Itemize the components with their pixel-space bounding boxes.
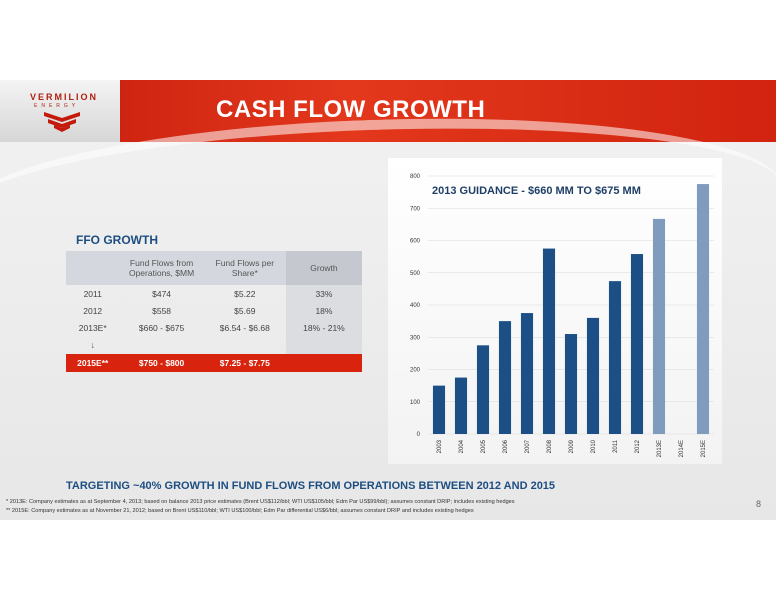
logo-chevron-icon	[44, 112, 80, 132]
table-cell: $660 - $675	[138, 322, 185, 333]
y-tick-label: 300	[410, 335, 421, 341]
table-cell	[119, 336, 203, 354]
table-header	[66, 251, 120, 285]
table-cell: 2013E*	[78, 322, 107, 333]
y-tick-label: 200	[410, 368, 421, 374]
x-tick-label: 2003	[437, 439, 443, 453]
bar-2013E	[652, 218, 666, 434]
table-cell: 33%	[285, 285, 362, 302]
table-cell	[285, 354, 362, 372]
footnote: ** 2015E: Company estimates as at Novemb…	[6, 508, 474, 514]
x-tick-label: 2005	[481, 439, 487, 453]
bar-2015E	[696, 184, 710, 434]
table-cell: $5.22	[234, 288, 256, 299]
x-tick-label: 2006	[503, 439, 509, 453]
y-tick-label: 800	[410, 174, 421, 180]
x-tick-label: 2004	[459, 439, 465, 453]
logo-name: VERMILION	[30, 92, 99, 102]
x-tick-label: 2014E	[679, 440, 685, 457]
table-row: ↓	[66, 336, 362, 354]
table-cell: $750 - $800	[119, 354, 204, 372]
table-cell: 2012	[83, 305, 103, 316]
chart-panel: 0 100 200 300 400 500 600 700 800 2003 2004 2005 20…	[388, 158, 722, 464]
title-banner	[0, 80, 776, 142]
x-tick-label: 2008	[547, 439, 553, 453]
table-cell: 18%	[285, 302, 362, 319]
table-cell	[204, 336, 286, 354]
slide: VERMILION ENERGY CASH FLOW GROWTH FFO GR…	[0, 80, 776, 520]
bars	[432, 184, 710, 434]
table-cell	[285, 336, 362, 354]
y-tick-label: 100	[410, 400, 421, 406]
table-cell: 2011	[83, 288, 102, 299]
x-tick-label: 2009	[569, 439, 575, 453]
x-tick-label: 2015E	[701, 440, 707, 457]
y-axis-ticks: 0 100 200 300 400 500 600 700 800	[410, 174, 421, 438]
y-tick-label: 400	[410, 303, 421, 309]
table-header-row: Fund Flows from Operations, $MM Fund Flo…	[66, 251, 362, 285]
table-row-highlight: 2015E** $750 - $800 $7.25 - $7.75	[66, 354, 362, 372]
page-number: 8	[756, 499, 762, 509]
table-header: Fund Flows from Operations, $MM	[119, 251, 204, 285]
table-header: Fund Flows per Share*	[203, 251, 286, 285]
bar-2011	[608, 281, 622, 434]
table-row: 2012 $558 $5.69 18%	[66, 302, 362, 319]
down-arrow-icon: ↓	[90, 340, 95, 350]
y-tick-label: 600	[410, 239, 421, 245]
bar-2007	[520, 313, 534, 434]
y-tick-label: 500	[410, 271, 421, 277]
y-tick-label: 700	[410, 206, 421, 212]
x-tick-label: 2011	[613, 439, 619, 453]
table-cell: $7.25 - $7.75	[203, 354, 286, 372]
bar-2008	[542, 248, 556, 434]
table-cell: 2015E**	[66, 354, 120, 372]
bar-2003	[432, 385, 446, 434]
table-cell: $5.69	[234, 305, 256, 316]
ffo-table-title: FFO GROWTH	[76, 233, 158, 247]
bar-2006	[498, 321, 512, 434]
table-row: 2013E* $660 - $675 $6.54 - $6.68 18% - 2…	[66, 319, 362, 336]
y-tick-label: 0	[417, 432, 421, 438]
table-cell: $558	[152, 305, 172, 316]
bar-2012	[630, 254, 644, 434]
logo: VERMILION ENERGY	[0, 80, 120, 142]
footnote: * 2013E: Company estimates as at Septemb…	[6, 499, 515, 505]
table-header: Growth	[285, 251, 362, 285]
bar-2009	[564, 334, 578, 434]
logo-sub: ENERGY	[34, 103, 80, 109]
chart-title: 2013 GUIDANCE - $660 MM TO $675 MM	[432, 185, 641, 197]
x-tick-label: 2012	[635, 439, 641, 453]
page-title: CASH FLOW GROWTH	[216, 96, 486, 123]
x-tick-label: 2010	[591, 439, 597, 453]
ffo-table: Fund Flows from Operations, $MM Fund Flo…	[66, 251, 362, 372]
bar-2010	[586, 317, 600, 434]
bar-2005	[476, 345, 490, 434]
x-axis-ticks: 2003 2004 2005 2006 2007 2008 2009 2010 2011 2012…	[437, 439, 707, 457]
table-cell: $474	[152, 288, 172, 299]
x-tick-label: 2007	[525, 439, 531, 453]
table-cell: 18% - 21%	[285, 319, 362, 336]
headline: TARGETING ~40% GROWTH IN FUND FLOWS FROM…	[66, 480, 556, 492]
table-row: 2011 $474 $5.22 33%	[66, 285, 362, 302]
x-tick-label: 2013E	[657, 440, 663, 457]
bar-2004	[454, 377, 468, 434]
table-cell: $6.54 - $6.68	[219, 322, 270, 333]
